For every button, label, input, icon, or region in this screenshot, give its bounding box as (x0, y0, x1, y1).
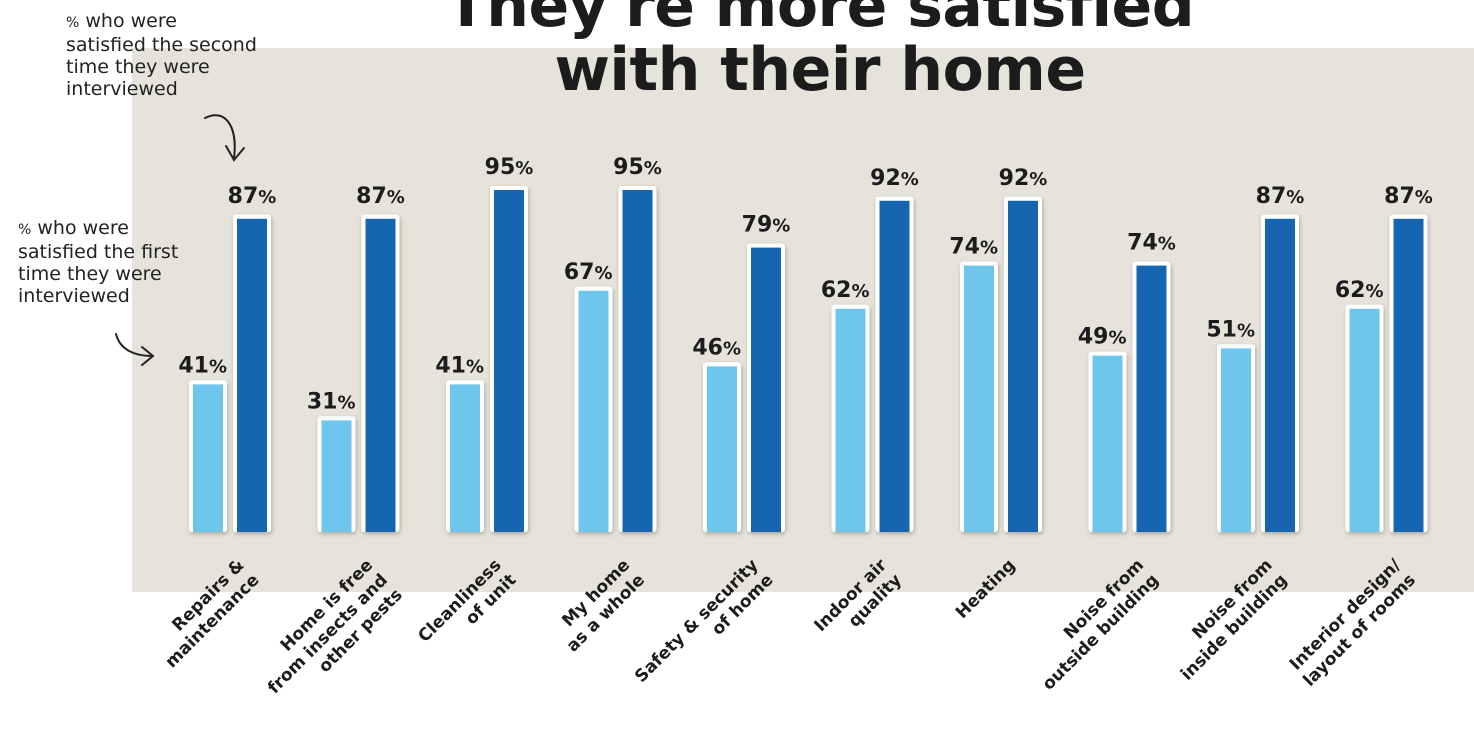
category-label-2: Cleanlinessof unit (414, 555, 520, 661)
bar-s1-0 (193, 384, 223, 532)
bar-s2-5 (879, 200, 910, 533)
value-label-s2-4: 79% (742, 213, 791, 238)
bar-s2-0 (237, 218, 267, 533)
value-label-s2-5: 92% (870, 166, 919, 191)
category-label-4: Safety & securityof home (631, 555, 777, 701)
value-label-s2-1: 87% (356, 184, 405, 209)
annotation-first-interview: % who were satisfied the first time they… (18, 217, 218, 307)
annotation-first-line-2: satisfied the first (18, 241, 179, 263)
category-label-3: My homeas a whole (548, 555, 649, 656)
value-label-s1-5: 62% (821, 278, 870, 303)
bar-s1-1 (321, 420, 352, 532)
annotation-second-line-2: satisfied the second (66, 34, 257, 56)
annotation-first-pct: % (18, 222, 32, 238)
bar-s1-2 (450, 384, 480, 532)
category-label-0: Repairs &maintenance (147, 555, 264, 672)
bar-s1-9 (1349, 308, 1380, 532)
value-label-s1-4: 46% (692, 335, 741, 360)
annotation-second-line-3: time they were (66, 56, 210, 78)
bar-s1-3 (578, 290, 609, 532)
bar-s2-6 (1008, 200, 1038, 533)
annotation-first-line-3: time they were (18, 263, 162, 285)
category-label-8: Noise frominside building (1162, 555, 1291, 684)
annotation-second-line-1: who were (85, 10, 177, 32)
value-label-s2-7: 74% (1127, 231, 1176, 256)
chart-title: They're more satisfied with their home (380, 0, 1260, 102)
annotation-first-line-4: interviewed (18, 285, 130, 307)
value-label-s2-6: 92% (999, 166, 1048, 191)
value-label-s1-8: 51% (1206, 317, 1255, 342)
bar-s1-8 (1221, 348, 1251, 532)
value-label-s2-8: 87% (1256, 184, 1305, 209)
bar-s2-2 (494, 190, 524, 532)
category-label-9: Interior design/layout of rooms (1285, 555, 1421, 691)
value-label-s1-3: 67% (564, 260, 613, 285)
bar-s1-5 (835, 308, 866, 532)
annotation-second-pct: % (66, 15, 80, 31)
bar-s2-8 (1265, 218, 1295, 533)
bar-s2-9 (1393, 218, 1424, 533)
category-label-5: Indoor airquality (810, 555, 906, 651)
value-label-s2-2: 95% (485, 155, 534, 180)
title-line-2: with their home (554, 35, 1086, 105)
bar-s2-3 (622, 190, 653, 532)
value-label-s1-9: 62% (1335, 278, 1384, 303)
bar-s2-4 (751, 247, 781, 532)
category-label-1: Home is freefrom insects andother pests (249, 555, 406, 712)
value-label-s1-6: 74% (949, 235, 998, 260)
annotation-second-line-4: interviewed (66, 78, 178, 100)
annotation-second-interview: % who were satisfied the second time the… (66, 10, 296, 100)
title-line-1: They're more satisfied (445, 0, 1195, 41)
value-label-s2-3: 95% (613, 155, 662, 180)
category-label-7: Noise fromoutside building (1024, 555, 1163, 694)
arrow-second-icon (204, 114, 245, 162)
value-label-s1-7: 49% (1078, 325, 1127, 350)
value-label-s1-1: 31% (307, 389, 356, 414)
value-label-s2-0: 87% (228, 184, 277, 209)
bar-s1-6 (964, 265, 994, 532)
category-label-6: Heating (952, 555, 1020, 623)
value-label-s1-0: 41% (178, 353, 227, 378)
value-label-s1-2: 41% (435, 353, 484, 378)
value-label-s2-9: 87% (1384, 184, 1433, 209)
arrow-first-icon (115, 333, 155, 366)
bar-s2-1 (365, 218, 396, 533)
annotation-first-line-1: who were (37, 217, 129, 239)
bar-s1-4 (707, 366, 737, 532)
bar-s2-7 (1136, 265, 1167, 532)
bar-s1-7 (1092, 355, 1123, 532)
